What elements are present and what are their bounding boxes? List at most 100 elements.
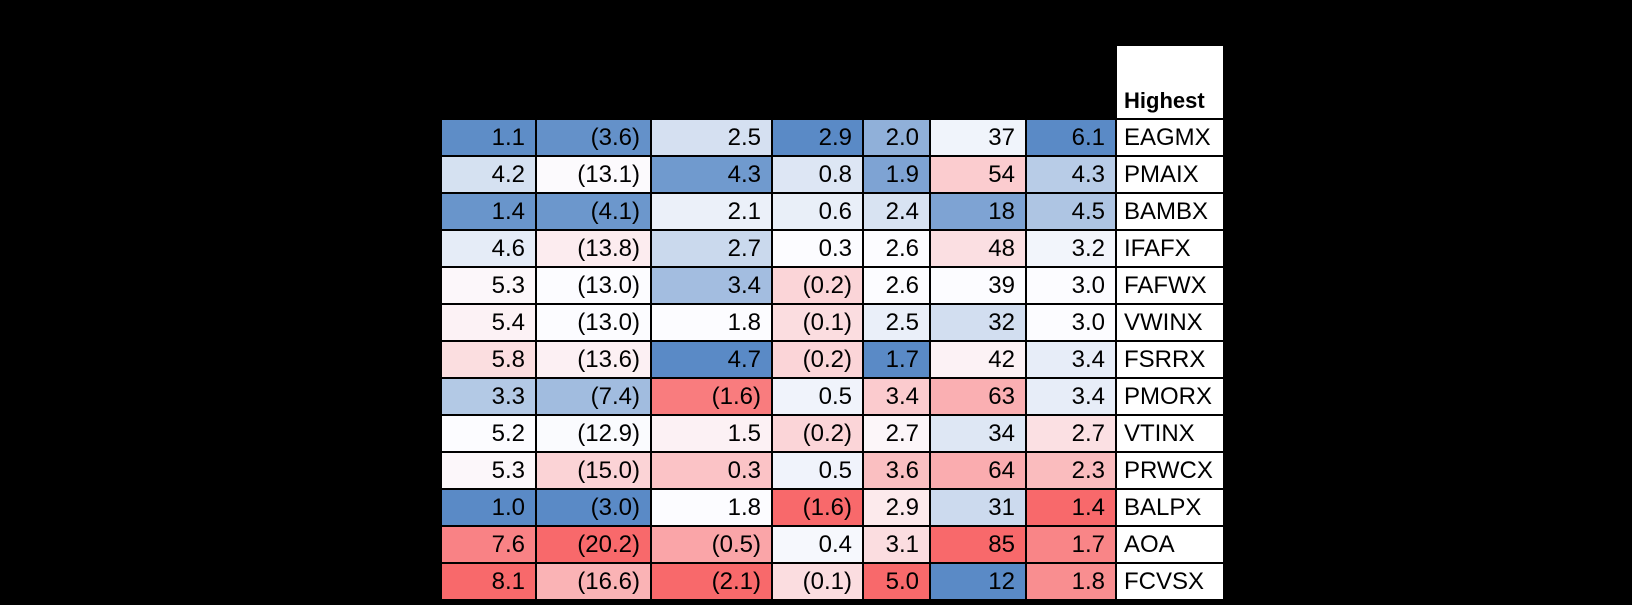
ticker-cell: BAMBX (1117, 194, 1223, 229)
heatmap-cell: (13.8) (537, 231, 650, 266)
heatmap-cell: 5.0 (864, 564, 929, 599)
heatmap-cell: 37 (931, 120, 1025, 155)
heatmap-cell: 2.3 (1027, 453, 1115, 488)
ticker-cell: FCVSX (1117, 564, 1223, 599)
heatmap-cell: 1.5 (652, 416, 771, 451)
header-spacer (442, 46, 535, 118)
heatmap-cell: 42 (931, 342, 1025, 377)
heatmap-cell: (13.1) (537, 157, 650, 192)
heatmap-cell: 1.4 (1027, 490, 1115, 525)
heatmap-cell: 3.2 (1027, 231, 1115, 266)
heatmap-cell: 0.6 (773, 194, 862, 229)
heatmap-cell: 4.6 (442, 231, 535, 266)
heatmap-cell: 2.7 (652, 231, 771, 266)
heatmap-cell: 3.4 (864, 379, 929, 414)
heatmap-cell: 3.4 (652, 268, 771, 303)
heatmap-cell: (0.2) (773, 268, 862, 303)
heatmap-cell: (16.6) (537, 564, 650, 599)
ticker-cell: FAFWX (1117, 268, 1223, 303)
header-spacer (652, 46, 771, 118)
ticker-cell: VWINX (1117, 305, 1223, 340)
heatmap-cell: 3.4 (1027, 379, 1115, 414)
heatmap-cell: 1.7 (1027, 527, 1115, 562)
heatmap-cell: (3.0) (537, 490, 650, 525)
heatmap-cell: (2.1) (652, 564, 771, 599)
header-spacer (1027, 46, 1115, 118)
ticker-cell: IFAFX (1117, 231, 1223, 266)
heatmap-cell: 34 (931, 416, 1025, 451)
header-spacer (931, 46, 1025, 118)
ticker-cell: PMAIX (1117, 157, 1223, 192)
ticker-column-header: Highest (1117, 46, 1223, 118)
heatmap-cell: (13.0) (537, 268, 650, 303)
heatmap-cell: (0.2) (773, 416, 862, 451)
heatmap-cell: 85 (931, 527, 1025, 562)
heatmap-table: Highest 1.1 (3.6) 2.5 2.9 2.0 37 6.1 EAGMX 4.2 (1… (442, 46, 1223, 599)
heatmap-cell: 2.0 (864, 120, 929, 155)
heatmap-cell: 0.5 (773, 453, 862, 488)
heatmap-cell: 0.3 (652, 453, 771, 488)
heatmap-cell: 18 (931, 194, 1025, 229)
heatmap-cell: 5.3 (442, 268, 535, 303)
heatmap-cell: 1.8 (1027, 564, 1115, 599)
heatmap-cell: 1.8 (652, 305, 771, 340)
heatmap-cell: 54 (931, 157, 1025, 192)
heatmap-cell: 1.7 (864, 342, 929, 377)
heatmap-cell: 2.1 (652, 194, 771, 229)
heatmap-cell: (0.1) (773, 564, 862, 599)
heatmap-cell: 1.4 (442, 194, 535, 229)
heatmap-cell: 31 (931, 490, 1025, 525)
heatmap-cell: 0.4 (773, 527, 862, 562)
heatmap-cell: (1.6) (773, 490, 862, 525)
heatmap-cell: 0.3 (773, 231, 862, 266)
heatmap-cell: 3.0 (1027, 268, 1115, 303)
heatmap-cell: 2.4 (864, 194, 929, 229)
heatmap-cell: 1.8 (652, 490, 771, 525)
heatmap-cell: 2.7 (864, 416, 929, 451)
heatmap-cell: 12 (931, 564, 1025, 599)
ticker-cell: AOA (1117, 527, 1223, 562)
heatmap-cell: 2.5 (864, 305, 929, 340)
ticker-cell: PRWCX (1117, 453, 1223, 488)
heatmap-cell: 5.8 (442, 342, 535, 377)
ticker-cell: FSRRX (1117, 342, 1223, 377)
heatmap-cell: 6.1 (1027, 120, 1115, 155)
header-spacer (773, 46, 862, 118)
heatmap-cell: (13.0) (537, 305, 650, 340)
header-spacer (864, 46, 929, 118)
header-spacer (537, 46, 650, 118)
heatmap-cell: (0.5) (652, 527, 771, 562)
heatmap-cell: 2.7 (1027, 416, 1115, 451)
heatmap-cell: (1.6) (652, 379, 771, 414)
heatmap-cell: (20.2) (537, 527, 650, 562)
heatmap-cell: 0.8 (773, 157, 862, 192)
heatmap-cell: 3.1 (864, 527, 929, 562)
ticker-cell: EAGMX (1117, 120, 1223, 155)
heatmap-cell: 5.4 (442, 305, 535, 340)
heatmap-cell: 4.2 (442, 157, 535, 192)
heatmap-cell: 2.9 (773, 120, 862, 155)
heatmap-cell: 4.3 (652, 157, 771, 192)
heatmap-cell: (3.6) (537, 120, 650, 155)
heatmap-cell: 48 (931, 231, 1025, 266)
heatmap-cell: 4.5 (1027, 194, 1115, 229)
heatmap-cell: 1.9 (864, 157, 929, 192)
heatmap-cell: 5.2 (442, 416, 535, 451)
heatmap-cell: 2.9 (864, 490, 929, 525)
heatmap-cell: 5.3 (442, 453, 535, 488)
heatmap-cell: 8.1 (442, 564, 535, 599)
heatmap-cell: 3.0 (1027, 305, 1115, 340)
heatmap-cell: 2.6 (864, 268, 929, 303)
heatmap-cell: 3.4 (1027, 342, 1115, 377)
heatmap-cell: 2.6 (864, 231, 929, 266)
heatmap-cell: 63 (931, 379, 1025, 414)
heatmap-cell: 3.6 (864, 453, 929, 488)
heatmap-cell: 32 (931, 305, 1025, 340)
heatmap-cell: 2.5 (652, 120, 771, 155)
heatmap-cell: (13.6) (537, 342, 650, 377)
heatmap-cell: 7.6 (442, 527, 535, 562)
heatmap-cell: (0.2) (773, 342, 862, 377)
heatmap-cell: 4.3 (1027, 157, 1115, 192)
heatmap-cell: (12.9) (537, 416, 650, 451)
